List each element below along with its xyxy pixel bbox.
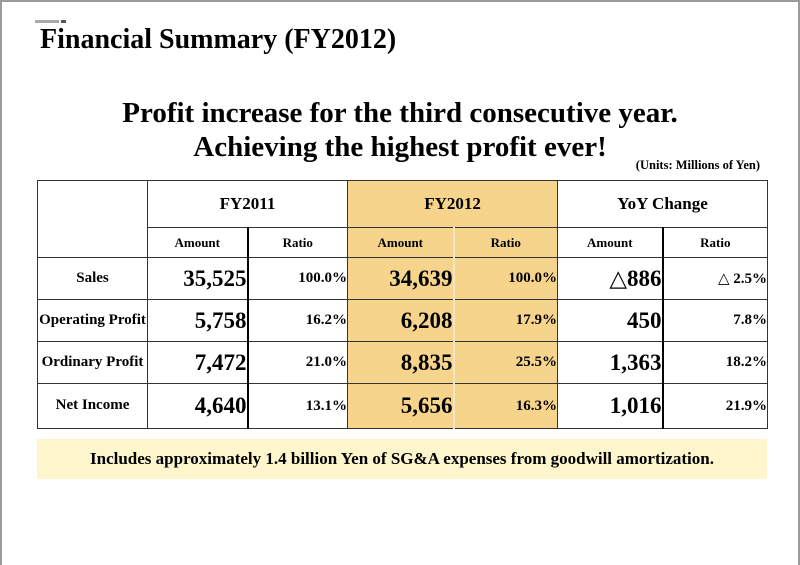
sub-header-row: Amount Ratio Amount Ratio Amount Ratio: [38, 227, 769, 258]
net-income-yoy-ratio: 21.9%: [662, 383, 769, 429]
corner-speck-icon: [61, 20, 66, 23]
ordinary-profit-yoy-ratio: 18.2%: [662, 341, 769, 384]
operating-profit-yoy-ratio: 7.8%: [662, 299, 769, 342]
sub-header-yoy-amount: Amount: [557, 227, 664, 258]
net-income-yoy-amount: 1,016: [557, 383, 664, 429]
sub-header-fy2012-ratio: Ratio: [453, 227, 559, 258]
ordinary-profit-fy2012-amount: 8,835: [347, 341, 455, 384]
net-income-fy2012-amount: 5,656: [347, 383, 455, 429]
group-header-fy2012: FY2012: [347, 180, 559, 228]
sales-fy2012-ratio: 100.0%: [453, 257, 559, 300]
sub-header-fy2011-ratio: Ratio: [246, 227, 349, 258]
units-label: (Units: Millions of Yen): [635, 158, 760, 172]
table-row-sales: Sales 35,525 100.0% 34,639 100.0% △886 △…: [37, 257, 769, 300]
sales-fy2012-amount: 34,639: [347, 257, 455, 300]
group-header-row: FY2011 FY2012 YoY Change: [37, 180, 769, 258]
footnote-bar: Includes approximately 1.4 billion Yen o…: [37, 439, 767, 479]
subtitle-line-2: Achieving the highest profit ever!: [193, 131, 607, 163]
sub-header-fy2011-amount: Amount: [147, 227, 249, 258]
operating-profit-fy2011-ratio: 16.2%: [246, 299, 349, 342]
page-title: Financial Summary (FY2012): [40, 24, 397, 55]
footnote-text: Includes approximately 1.4 billion Yen o…: [90, 449, 714, 468]
subtitle: Profit increase for the third consecutiv…: [2, 96, 798, 164]
sales-yoy-ratio: △ 2.5%: [662, 257, 769, 300]
operating-profit-fy2011-amount: 5,758: [147, 299, 249, 342]
table-row-operating-profit: Operating Profit 5,758 16.2% 6,208 17.9%…: [37, 299, 769, 342]
net-income-fy2011-amount: 4,640: [147, 383, 249, 429]
sub-header-yoy-ratio: Ratio: [662, 227, 769, 258]
ordinary-profit-fy2012-ratio: 25.5%: [453, 341, 559, 384]
operating-profit-fy2012-amount: 6,208: [347, 299, 455, 342]
corner-dash-icon: [35, 20, 59, 23]
corner-cell: [37, 180, 148, 258]
row-label-sales: Sales: [37, 257, 148, 300]
operating-profit-fy2012-ratio: 17.9%: [453, 299, 559, 342]
ordinary-profit-fy2011-ratio: 21.0%: [246, 341, 349, 384]
row-label-operating-profit: Operating Profit: [37, 299, 148, 342]
net-income-fy2011-ratio: 13.1%: [246, 383, 349, 429]
row-label-ordinary-profit: Ordinary Profit: [37, 341, 148, 384]
sales-fy2011-amount: 35,525: [147, 257, 249, 300]
sales-yoy-amount: △886: [557, 257, 664, 300]
financial-summary-table: FY2011 FY2012 YoY Change Amount Ratio Am…: [37, 180, 769, 429]
subtitle-line-1: Profit increase for the third consecutiv…: [122, 97, 678, 129]
operating-profit-yoy-amount: 450: [557, 299, 664, 342]
group-header-yoy-change: YoY Change: [557, 180, 769, 228]
ordinary-profit-fy2011-amount: 7,472: [147, 341, 249, 384]
table-row-ordinary-profit: Ordinary Profit 7,472 21.0% 8,835 25.5% …: [37, 341, 769, 384]
sub-header-fy2012-amount: Amount: [347, 227, 455, 258]
ordinary-profit-yoy-amount: 1,363: [557, 341, 664, 384]
table-row-net-income: Net Income 4,640 13.1% 5,656 16.3% 1,016…: [37, 383, 769, 429]
net-income-fy2012-ratio: 16.3%: [453, 383, 559, 429]
sales-fy2011-ratio: 100.0%: [246, 257, 349, 300]
row-label-net-income: Net Income: [37, 383, 148, 429]
group-header-fy2011: FY2011: [146, 180, 349, 228]
